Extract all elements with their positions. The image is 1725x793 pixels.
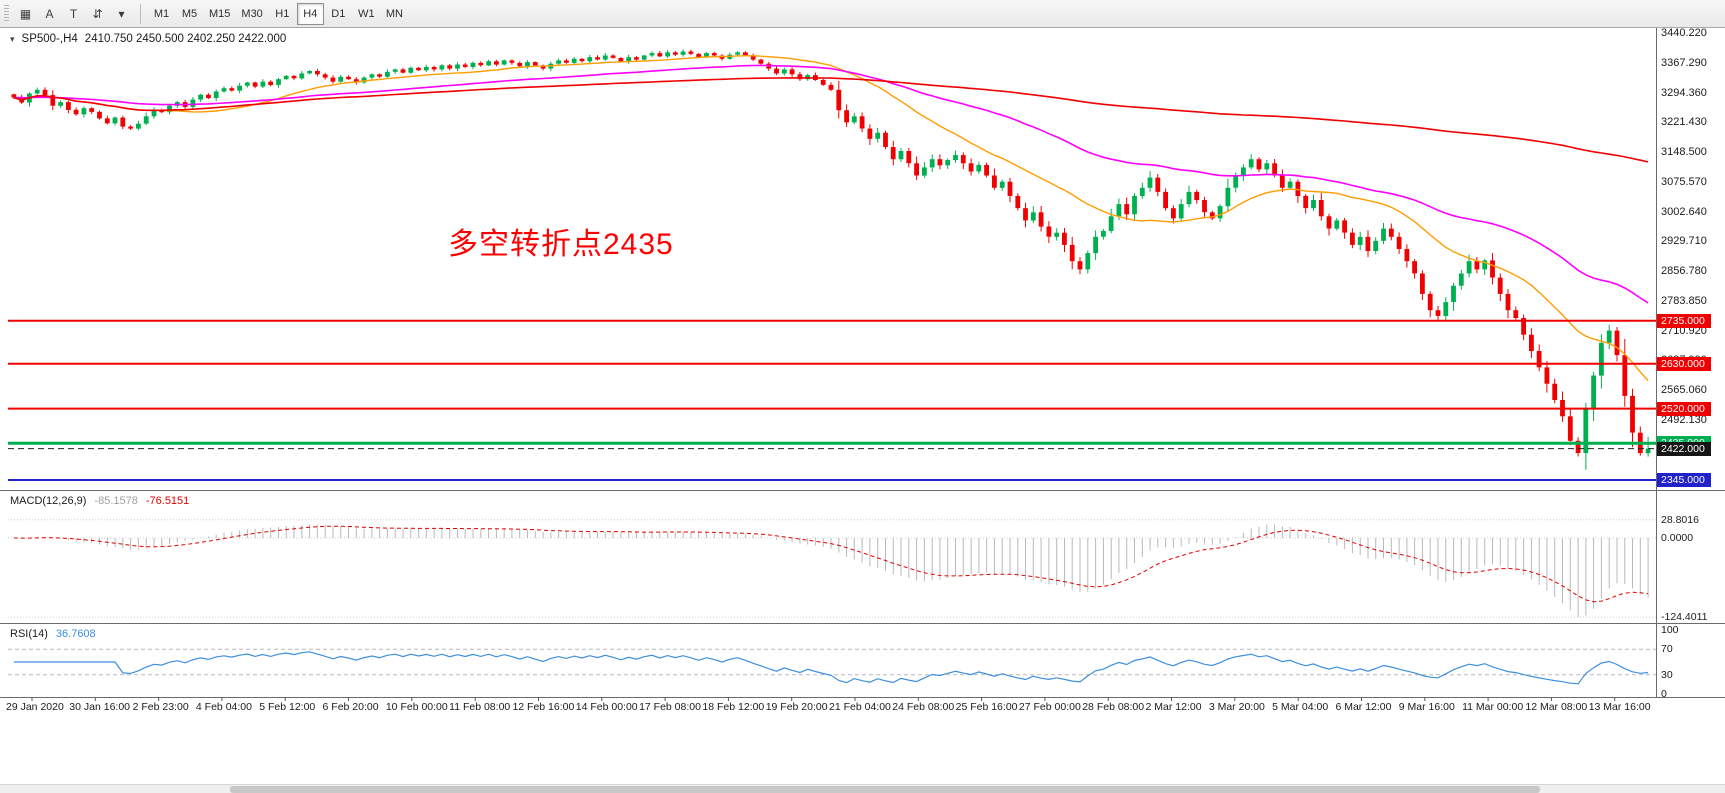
macd-signal-value: -76.5151 xyxy=(145,495,190,507)
scrollbar-thumb[interactable] xyxy=(230,786,1540,793)
candlestick-series xyxy=(11,49,1651,470)
rsi-name: RSI(14) xyxy=(10,628,48,640)
toolbar-separator xyxy=(140,3,141,24)
timeframe-button-m1[interactable]: M1 xyxy=(153,7,170,20)
timeframe-button-w1[interactable]: W1 xyxy=(358,7,375,20)
macd-histogram xyxy=(21,524,1649,617)
macd-label: MACD(12,26,9) -85.1578 -76.5151 xyxy=(10,495,189,507)
timeframe-button-d1[interactable]: D1 xyxy=(331,7,346,20)
timeframe-button-h1[interactable]: H1 xyxy=(275,7,290,20)
horizontal-scrollbar[interactable] xyxy=(0,784,1725,793)
timeframe-button-m30[interactable]: M30 xyxy=(241,7,263,20)
macd-main-value: -85.1578 xyxy=(94,495,138,507)
chart-title: ▾ SP500-,H4 2410.750 2450.500 2402.250 2… xyxy=(10,33,286,45)
macd-signal-line xyxy=(13,525,1649,603)
tools-group: ▦ A T ⇵ ▾ xyxy=(14,3,133,25)
chart-symbol-period: SP500-,H4 xyxy=(21,33,78,45)
timeframe-button-m15[interactable]: M15 xyxy=(209,7,231,20)
indicator-tool-icon[interactable]: ⇵ xyxy=(92,6,103,21)
toolbar-drag-handle[interactable] xyxy=(4,4,9,23)
moving-average-fast xyxy=(13,55,1649,382)
chart-ohlc-values: 2410.750 2450.500 2402.250 2422.000 xyxy=(84,33,287,45)
macd-name: MACD(12,26,9) xyxy=(10,495,87,507)
toolbar: ▦ A T ⇵ ▾ M1 M5 M15 M30 H1 H4 D1 W1 MN xyxy=(0,0,1725,28)
tool-dropdown-caret[interactable]: ▾ xyxy=(118,6,125,21)
annotation-text[interactable]: 多空转折点2435 xyxy=(448,228,674,261)
rsi-line xyxy=(13,651,1649,685)
moving-average-medium xyxy=(13,64,1649,304)
timeframe-button-m5[interactable]: M5 xyxy=(181,7,198,20)
timeframe-group: M1 M5 M15 M30 H1 H4 D1 W1 MN xyxy=(148,2,408,25)
chart-collapse-icon[interactable]: ▾ xyxy=(10,33,15,44)
chart-window-icon[interactable]: ▦ xyxy=(19,6,32,21)
timeframe-button-mn[interactable]: MN xyxy=(385,7,403,20)
rsi-label: RSI(14) 36.7608 xyxy=(10,628,96,640)
timeframe-button-h4[interactable]: H4 xyxy=(296,2,324,25)
annotation-a-button[interactable]: A xyxy=(45,6,54,21)
text-tool-button[interactable]: T xyxy=(69,6,78,21)
rsi-value: 36.7608 xyxy=(55,628,96,640)
moving-average-slow xyxy=(13,77,1649,163)
